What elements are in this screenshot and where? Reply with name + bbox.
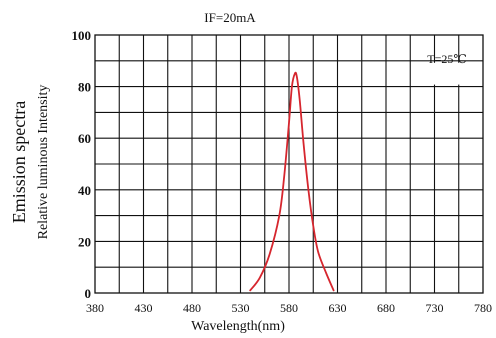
spectrum-line-series-0 <box>249 71 335 292</box>
y-tick-label: 80 <box>78 80 91 95</box>
y-tick-label: 60 <box>78 131 91 146</box>
x-tick-label: 780 <box>474 301 492 315</box>
x-tick-label: 380 <box>86 301 104 315</box>
x-tick-label: 430 <box>135 301 153 315</box>
y-tick-label: 0 <box>85 286 92 301</box>
y-axis-label-main: Emission spectra <box>9 101 29 223</box>
y-tick-label: 40 <box>78 183 91 198</box>
x-tick-label: 480 <box>183 301 201 315</box>
x-tick-label: 680 <box>377 301 395 315</box>
x-tick-label: 530 <box>232 301 250 315</box>
plot-frame <box>94 34 484 294</box>
y-axis-label-sub: Relative luminous Intensity <box>36 85 51 240</box>
x-tick-label: 730 <box>426 301 444 315</box>
annotation-box <box>412 62 481 85</box>
series-layer <box>249 71 335 292</box>
y-tick-label: 20 <box>78 234 91 249</box>
temperature-annotation: T=25℃ <box>427 52 467 66</box>
x-axis-label: Wavelength(nm) <box>191 319 285 334</box>
x-tick-label: 580 <box>280 301 298 315</box>
grid-lines <box>95 35 483 293</box>
chart-title: IF=20mA <box>204 10 256 25</box>
tick-labels: 380 430 480 530 580 630 680 730 780 0 20 40 60 80 100 <box>72 28 493 315</box>
x-tick-label: 630 <box>329 301 347 315</box>
y-tick-label: 100 <box>72 28 92 43</box>
